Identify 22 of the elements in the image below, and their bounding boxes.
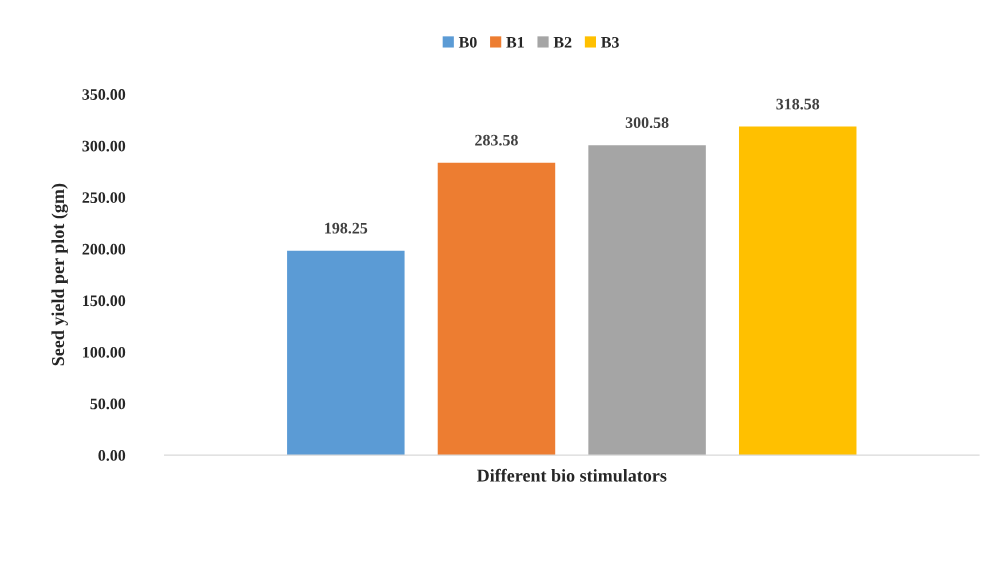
y-tick-label: 350.00 <box>82 89 126 100</box>
bar <box>738 126 857 456</box>
y-tick-label: 50.00 <box>90 398 126 410</box>
y-tick-label: 150.00 <box>83 295 126 307</box>
data-label: 283.58 <box>475 134 518 146</box>
x-axis-title: Different bio stimulators <box>476 468 667 482</box>
bar <box>287 250 405 456</box>
data-label: 318.58 <box>776 98 820 110</box>
legend-label: B1 <box>506 36 524 48</box>
legend-label: B2 <box>553 36 572 48</box>
y-tick-label: 100.00 <box>83 346 126 358</box>
bar <box>437 162 556 456</box>
y-tick-label: 250.00 <box>82 192 126 204</box>
legend-label: B0 <box>458 36 477 48</box>
bar <box>588 145 706 456</box>
y-tick-label: 200.00 <box>82 243 126 255</box>
data-label: 198.25 <box>325 222 368 234</box>
legend-label: B3 <box>601 36 619 48</box>
y-axis-title: Seed yield per plot (gm) <box>51 183 68 366</box>
y-tick-label: 300.00 <box>82 140 126 152</box>
y-tick-label: 0.00 <box>98 450 126 461</box>
data-label: 300.58 <box>625 117 669 129</box>
